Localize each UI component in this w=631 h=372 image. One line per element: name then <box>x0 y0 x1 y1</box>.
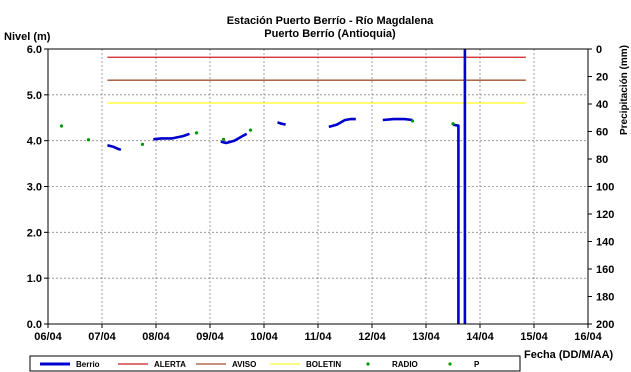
x-tick-label: 14/04 <box>466 331 494 343</box>
x-tick-label: 12/04 <box>358 331 386 343</box>
chart-subtitle: Puerto Berrío (Antioquia) <box>264 28 396 40</box>
y2-axis-label: Precipitación (mm) <box>619 45 630 135</box>
series-berrio-segment <box>107 144 122 152</box>
y2-tick-label: 200 <box>596 319 614 331</box>
legend-label-berrio: Berrio <box>76 360 100 369</box>
point-radio <box>248 128 253 132</box>
y-tick-label: 3.0 <box>27 182 42 194</box>
y-axis-label: Nivel (m) <box>4 31 51 43</box>
x-tick-label: 11/04 <box>305 331 333 343</box>
x-axis-label: Fecha (DD/M/AA) <box>524 349 614 361</box>
y-tick-label: 0.0 <box>27 319 42 331</box>
point-radio <box>59 124 64 128</box>
legend-swatch-p <box>448 362 452 366</box>
series-berrio-segment <box>277 121 286 126</box>
grid <box>48 49 588 324</box>
legend: Berrio ALERTA AVISO BOLETIN RADIO P <box>40 360 480 369</box>
y2-tick-label: 60 <box>596 127 608 139</box>
series-berrio-segment <box>220 132 248 145</box>
x-tick-label: 13/04 <box>412 331 440 343</box>
point-radio <box>451 122 455 126</box>
legend-label-aviso: AVISO <box>232 360 256 369</box>
y-tick-label: 6.0 <box>27 44 42 56</box>
y2-tick-label: 80 <box>596 154 608 166</box>
point-radio <box>194 131 199 135</box>
point-radio <box>410 119 415 123</box>
y2-tick-label: 160 <box>596 264 614 276</box>
series-layer <box>107 49 467 324</box>
legend-label-boletin: BOLETIN <box>306 360 341 369</box>
chart-title: Estación Puerto Berrío - Río Magdalena <box>227 15 434 27</box>
x-tick-label: 15/04 <box>520 331 548 343</box>
y-tick-label: 4.0 <box>27 136 42 148</box>
y2-tick-label: 120 <box>596 209 614 221</box>
y2-tick-label: 20 <box>596 72 608 84</box>
y2-tick-label: 140 <box>596 237 614 249</box>
x-tick-label: 06/04 <box>34 331 62 343</box>
threshold-lines <box>107 56 526 104</box>
points-layer <box>59 119 455 146</box>
x-tick-label: 10/04 <box>250 331 278 343</box>
x-tick-label: 16/04 <box>574 331 602 343</box>
point-radio <box>86 138 91 142</box>
legend-label-alerta: ALERTA <box>154 360 186 369</box>
axes-layer: 06/04 07/04 08/04 09/04 10/04 11/04 12/04 13/04… <box>27 44 615 343</box>
legend-label-p: P <box>474 360 480 369</box>
series-berrio-segment <box>452 123 460 324</box>
y2-tick-label: 0 <box>596 44 602 56</box>
y2-tick-label: 40 <box>596 99 608 111</box>
legend-label-radio: RADIO <box>392 360 418 369</box>
point-radio <box>140 142 145 146</box>
x-tick-label: 07/04 <box>88 331 116 343</box>
series-berrio-segment <box>328 117 356 129</box>
x-tick-label: 09/04 <box>196 331 224 343</box>
legend-swatch-radio <box>366 362 370 366</box>
series-berrio-segment <box>382 117 413 122</box>
y-tick-label: 1.0 <box>27 273 42 285</box>
y-tick-label: 2.0 <box>27 227 42 239</box>
y-tick-label: 5.0 <box>27 90 42 102</box>
point-radio <box>221 137 226 141</box>
series-berrio-segment <box>153 132 190 141</box>
x-tick-label: 08/04 <box>142 331 170 343</box>
y2-tick-label: 180 <box>596 292 614 304</box>
y2-tick-label: 100 <box>596 182 614 194</box>
